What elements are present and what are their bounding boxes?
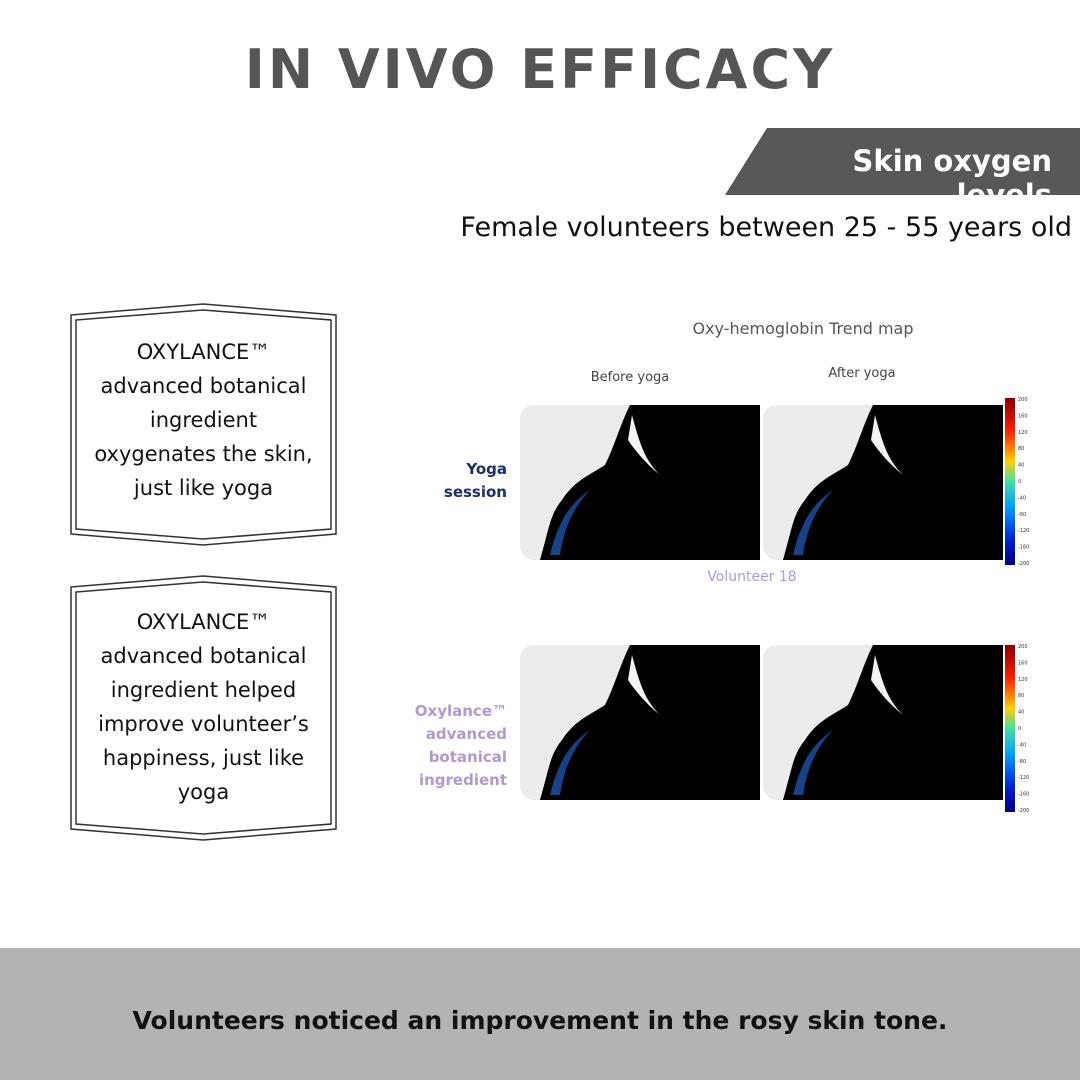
box-line: yoga	[177, 780, 230, 804]
scale-label: 80	[1018, 693, 1024, 699]
box-line: ingredient	[149, 408, 258, 432]
row-label: ingredient	[419, 771, 507, 789]
scale-label: 0	[1018, 479, 1021, 485]
scale-label: 160	[1018, 413, 1028, 419]
text-box: OXYLANCE™ advanced botanical ingredient oxy…	[70, 303, 337, 546]
scale-label: -200	[1018, 561, 1029, 567]
heatmap-images	[520, 398, 1015, 812]
row-label: advanced	[426, 725, 507, 743]
box-line: oxygenates the skin,	[94, 442, 313, 466]
scale-label: 40	[1018, 710, 1024, 716]
box-line: OXYLANCE™	[136, 340, 271, 364]
scale-label: -80	[1018, 759, 1026, 765]
footer: Volunteers noticed an improvement in the…	[0, 948, 1080, 1080]
row-caption: Volunteer 18	[707, 569, 796, 585]
box-text: OXYLANCE™ advanced botanical ingredient oxy…	[70, 335, 337, 505]
scale-label: 80	[1018, 446, 1024, 452]
trend-map: Oxy-hemoglobin Trend map Before yoga After…	[415, 319, 1030, 814]
scale-label: -160	[1018, 792, 1029, 798]
scale-label: -200	[1018, 808, 1029, 814]
box-line: improve volunteer’s	[98, 712, 309, 736]
footer-text: Volunteers noticed an improvement in the…	[132, 1006, 948, 1035]
scale-label: 40	[1018, 463, 1024, 469]
scale-label: -120	[1018, 775, 1029, 781]
scale-label: 200	[1018, 397, 1028, 403]
box-line: happiness, just like	[102, 746, 305, 770]
row-label: botanical	[429, 748, 507, 766]
text-box: OXYLANCE™ advanced botanical ingredient he…	[70, 575, 337, 841]
row-label: Yoga	[465, 460, 507, 478]
scale-label: -80	[1018, 512, 1026, 518]
subtitle: Female volunteers between 25 - 55 years …	[460, 212, 1072, 243]
column-label: After yoga	[828, 366, 895, 381]
tag: Skin oxygen levels	[852, 144, 1052, 212]
row-label: Oxylance™	[415, 702, 507, 720]
column-label: Before yoga	[591, 370, 670, 385]
box-line: advanced botanical	[100, 374, 307, 398]
box-line: just like yoga	[133, 476, 274, 500]
box-text: OXYLANCE™ advanced botanical ingredient he…	[70, 605, 337, 809]
scale-label: -40	[1018, 495, 1026, 501]
tag-banner: Skin oxygen levels	[725, 128, 1080, 195]
scale-label: 120	[1018, 430, 1028, 436]
figure-title: Oxy-hemoglobin Trend map	[692, 319, 913, 338]
scale-label: 160	[1018, 660, 1028, 666]
title: IN VIVO EFFICACY	[244, 38, 836, 101]
scale-label: 120	[1018, 677, 1028, 683]
box-line: OXYLANCE™	[136, 610, 271, 634]
scale-label: 0	[1018, 726, 1021, 732]
box-frame	[70, 303, 337, 546]
scale-label: -120	[1018, 528, 1029, 534]
scale-label: -160	[1018, 545, 1029, 551]
box-frame	[70, 575, 337, 841]
box-line: ingredient helped	[110, 678, 297, 702]
scale-label: 200	[1018, 644, 1028, 650]
box-line: advanced botanical	[100, 644, 307, 668]
row-label: session	[444, 483, 507, 501]
scale-label: -40	[1018, 742, 1026, 748]
